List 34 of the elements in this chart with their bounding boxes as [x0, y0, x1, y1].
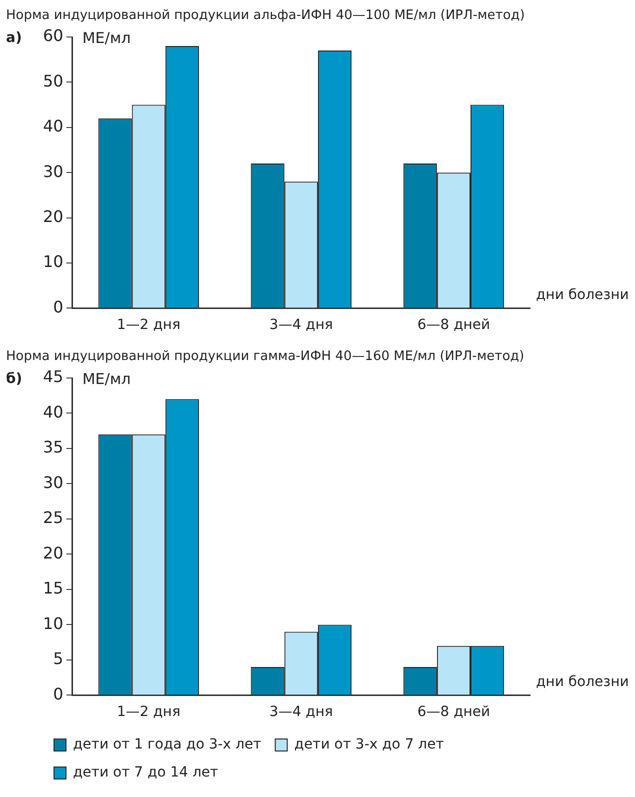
y-tick-label: 10	[43, 252, 64, 272]
x-tick-label: 6—8 дней	[417, 704, 490, 720]
text: а)	[6, 30, 22, 46]
x-tick-label: 6—8 дней	[417, 317, 490, 334]
y-tick-label: 15	[43, 578, 64, 598]
y-axis-title: МЕ/мл	[82, 370, 131, 388]
y-tick-label: 40	[43, 402, 64, 422]
y-tick-label: 5	[53, 649, 64, 668]
text: б)	[6, 371, 22, 387]
y-tick-label: 30	[43, 472, 64, 492]
chart-title: Норма индуцированной продукции гамма-ИФН 40—160 МЕ/мл (ИРЛ-метод)	[5, 348, 526, 364]
y-tick-label: 35	[43, 438, 64, 457]
legend-label: дети от 3-х до 7 лет	[294, 736, 444, 753]
y-tick-label: 10	[43, 614, 64, 633]
x-axis-title: дни болезни	[536, 674, 629, 690]
y-tick-label: 45	[43, 367, 64, 386]
x-tick-label: 3—4 дня	[269, 704, 333, 720]
y-tick-label: 30	[43, 162, 64, 181]
y-tick-label: 0	[53, 684, 64, 704]
y-tick-label: 20	[43, 206, 64, 226]
y-tick-label: 0	[53, 297, 64, 316]
y-tick-label: 50	[43, 71, 64, 90]
legend-label: дети от 1 года до 3-х лет	[73, 736, 262, 753]
legend-label: дети от 7 до 14 лет	[73, 764, 218, 781]
y-axis-title: МЕ/мл	[82, 28, 131, 47]
x-tick-label: 1—2 дня	[116, 317, 180, 334]
y-tick-label: 60	[43, 26, 64, 46]
chart-title: Норма индуцированной продукции альфа-ИФН 40—100 МЕ/мл (ИРЛ-метод)	[5, 7, 526, 23]
x-tick-label: 1—2 дня	[116, 704, 180, 720]
y-tick-label: 40	[43, 116, 64, 136]
x-tick-label: 3—4 дня	[269, 317, 333, 334]
x-axis-title: дни болезни	[536, 286, 629, 303]
y-tick-label: 25	[43, 508, 64, 528]
y-tick-label: 20	[43, 543, 64, 562]
